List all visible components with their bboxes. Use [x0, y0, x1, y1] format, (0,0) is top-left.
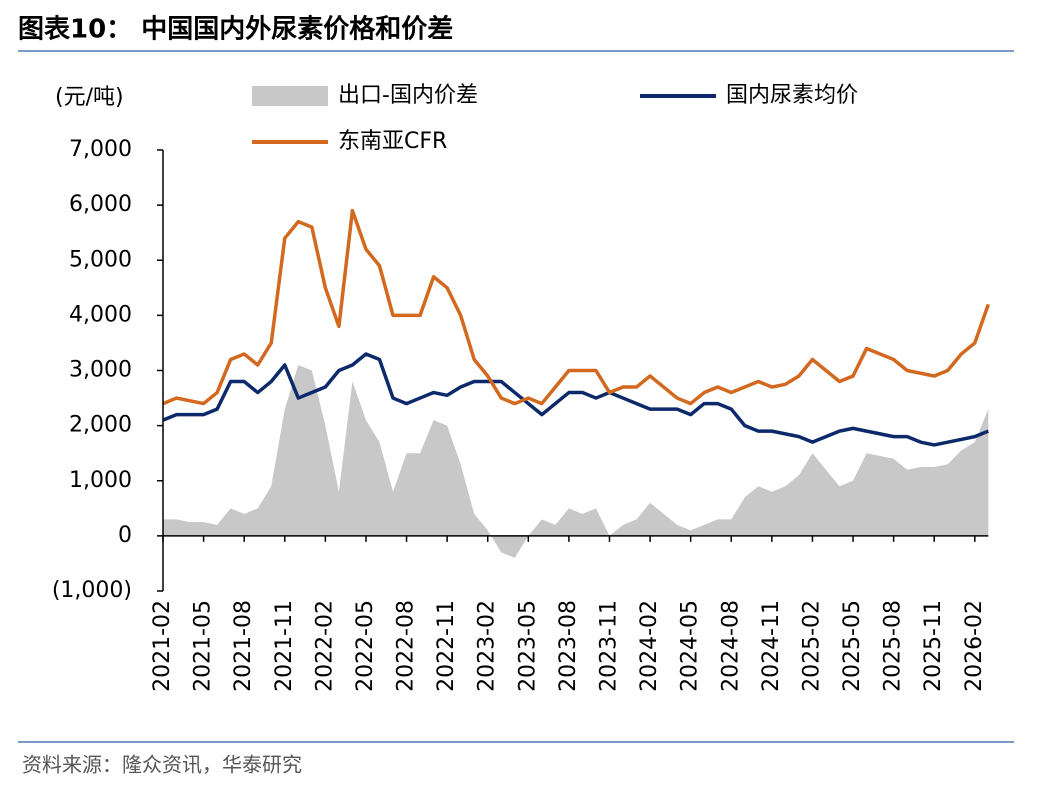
legend-label: 国内尿素均价 — [726, 83, 858, 108]
y-tick-label: 3,000 — [69, 358, 132, 383]
y-tick-label: 1,000 — [69, 468, 132, 493]
x-tick-label: 2022-11 — [434, 600, 459, 692]
x-tick-label: 2021-02 — [150, 600, 175, 692]
x-tick-label: 2025-05 — [840, 600, 865, 692]
x-tick-label: 2024-05 — [678, 600, 703, 692]
y-tick-label: 5,000 — [69, 247, 132, 272]
y-tick-label: 2,000 — [69, 413, 132, 438]
line — [162, 208, 990, 406]
y-tick-label: 7,000 — [69, 137, 132, 162]
x-tick-label: 2026-02 — [962, 600, 987, 692]
x-tick-label: 2024-02 — [637, 600, 662, 692]
x-tick-label: 2021-08 — [231, 600, 256, 692]
x-tick-label: 2021-11 — [272, 600, 297, 692]
x-tick-label: 2022-02 — [312, 600, 337, 692]
x-tick-label: 2025-11 — [921, 600, 946, 692]
y-tick-label: 4,000 — [69, 302, 132, 327]
chart-title: 图表10： 中国国内外尿素价格和价差 — [18, 14, 453, 45]
legend-label: 东南亚CFR — [338, 129, 447, 154]
x-tick-label: 2023-02 — [475, 600, 500, 692]
x-tick-label: 2023-08 — [556, 600, 581, 692]
x-tick-label: 2022-05 — [353, 600, 378, 692]
y-tick-label: (1,000) — [52, 578, 132, 603]
legend-swatch — [252, 86, 328, 106]
x-tick-label: 2022-08 — [394, 600, 419, 692]
x-tick-label: 2024-08 — [718, 600, 743, 692]
legend-label: 出口-国内价差 — [338, 83, 478, 108]
x-tick-label: 2025-08 — [881, 600, 906, 692]
area — [163, 364, 989, 558]
x-tick-label: 2023-11 — [596, 600, 621, 692]
y-tick-label: 6,000 — [69, 192, 132, 217]
x-tick-label: 2021-05 — [191, 600, 216, 692]
x-tick-label: 2024-11 — [759, 600, 784, 692]
source: 资料来源：隆众资讯，华泰研究 — [22, 753, 302, 777]
line — [162, 352, 989, 447]
y-tick-label: 0 — [118, 523, 132, 548]
y-axis-label: (元/吨) — [55, 85, 124, 110]
x-tick-label: 2023-05 — [515, 600, 540, 692]
x-tick-label: 2025-02 — [799, 600, 824, 692]
